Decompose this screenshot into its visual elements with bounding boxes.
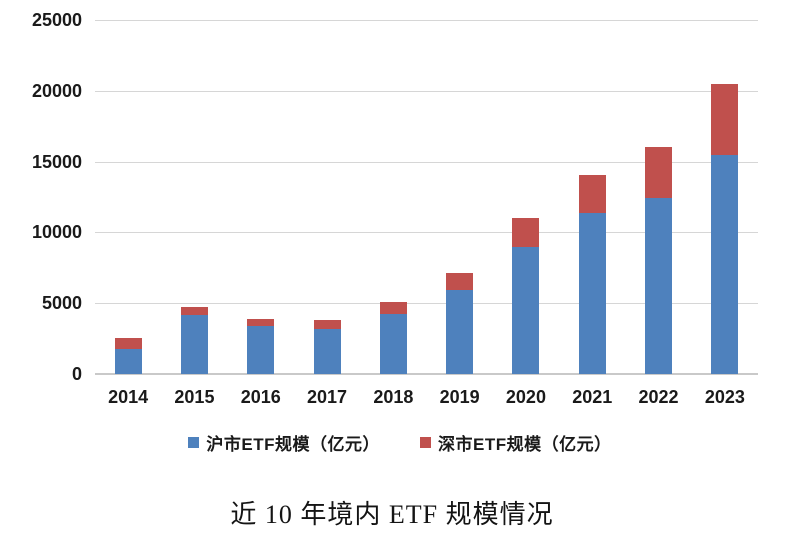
gridline-20000 <box>95 90 758 92</box>
bar-segment-shenzhen-etf-2018 <box>379 301 407 314</box>
legend-item-shenzhen-etf: 深市ETF规模（亿元） <box>420 430 612 455</box>
bar-segment-shanghai-etf-2019 <box>446 289 474 374</box>
x-axis-tick-label-2017: 2017 <box>307 387 348 407</box>
chart-title: 近 10 年境内 ETF 规模情况 <box>230 500 554 529</box>
bar-segment-shenzhen-etf-2014 <box>114 337 142 350</box>
bar-segment-shenzhen-etf-2020 <box>512 218 540 248</box>
bar-segment-shanghai-etf-2017 <box>313 328 341 374</box>
x-axis-tick-label-2018: 2018 <box>373 387 414 407</box>
bar-segment-shanghai-etf-2014 <box>114 349 142 374</box>
bar-segment-shanghai-etf-2016 <box>247 325 275 374</box>
x-axis-tick-label-2020: 2020 <box>505 387 546 407</box>
x-axis-tick-label-2014: 2014 <box>108 387 149 407</box>
bar-segment-shenzhen-etf-2016 <box>247 318 275 326</box>
legend-label-shenzhen-etf: 深市ETF规模（亿元） <box>438 435 612 454</box>
x-axis-tick-label-2016: 2016 <box>240 387 281 407</box>
bar-segment-shenzhen-etf-2019 <box>446 273 474 290</box>
x-axis-tick-label-2023: 2023 <box>704 387 745 407</box>
y-axis-tick-label-0: 0 <box>71 364 82 384</box>
bar-segment-shanghai-etf-2015 <box>180 314 208 374</box>
x-axis-line <box>95 373 758 375</box>
legend-item-shanghai-etf: 沪市ETF规模（亿元） <box>188 430 380 455</box>
y-axis-tick-label-25000: 25000 <box>31 10 82 30</box>
bar-segment-shenzhen-etf-2015 <box>180 307 208 315</box>
x-axis-tick-label-2019: 2019 <box>439 387 480 407</box>
bar-segment-shenzhen-etf-2017 <box>313 320 341 329</box>
plot-area <box>95 20 758 375</box>
bar-segment-shenzhen-etf-2022 <box>645 147 673 199</box>
y-axis-tick-label-15000: 15000 <box>31 151 82 172</box>
gridline-5000 <box>95 303 758 305</box>
y-axis-tick-label-10000: 10000 <box>31 222 82 243</box>
legend-swatch-shenzhen-etf <box>420 437 431 448</box>
bar-segment-shanghai-etf-2023 <box>711 155 739 374</box>
y-axis-tick-label-20000: 20000 <box>31 80 82 101</box>
legend-swatch-shanghai-etf <box>188 437 200 448</box>
x-axis-tick-label-2015: 2015 <box>174 387 215 407</box>
legend-label-shanghai-etf: 沪市ETF规模（亿元） <box>206 435 380 454</box>
bar-segment-shenzhen-etf-2021 <box>578 175 606 214</box>
gridline-25000 <box>95 20 758 21</box>
bar-segment-shanghai-etf-2022 <box>645 198 673 374</box>
bar-segment-shenzhen-etf-2023 <box>711 83 739 156</box>
x-axis-tick-label-2021: 2021 <box>572 387 613 407</box>
bar-segment-shanghai-etf-2021 <box>578 213 606 374</box>
y-axis-tick-label-5000: 5000 <box>41 293 82 314</box>
legend: 沪市ETF规模（亿元） 深市ETF规模（亿元） <box>0 430 800 455</box>
gridline-15000 <box>95 161 758 163</box>
gridline-10000 <box>95 232 758 234</box>
bar-segment-shanghai-etf-2020 <box>512 247 540 374</box>
bar-segment-shanghai-etf-2018 <box>379 313 407 374</box>
x-axis-tick-label-2022: 2022 <box>638 387 679 407</box>
